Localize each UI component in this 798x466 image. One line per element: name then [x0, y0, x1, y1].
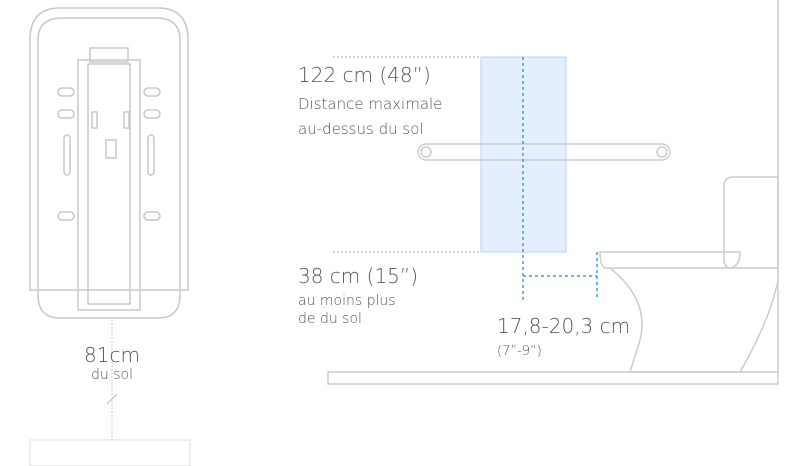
offset-inches: (7”-9”)	[497, 344, 542, 359]
floor	[327, 371, 779, 385]
max-value: 122 cm (48”)	[298, 63, 431, 87]
min-line1: au moins plus	[298, 293, 396, 309]
dispenser-height: 81cm	[84, 343, 140, 367]
max-line2: au-dessus du sol	[298, 120, 424, 138]
min-value: 38 cm (15”)	[298, 264, 418, 288]
offset-value: 17,8-20,3 cm	[497, 314, 630, 338]
dispenser-note: du sol	[91, 367, 133, 383]
grab-bar	[417, 143, 671, 161]
min-line2: de du sol	[298, 311, 362, 327]
floor-block	[29, 439, 191, 466]
dispenser	[29, 7, 189, 319]
toilet	[599, 176, 779, 373]
break-mark	[106, 393, 118, 405]
max-line1: Distance maximale	[298, 95, 442, 113]
